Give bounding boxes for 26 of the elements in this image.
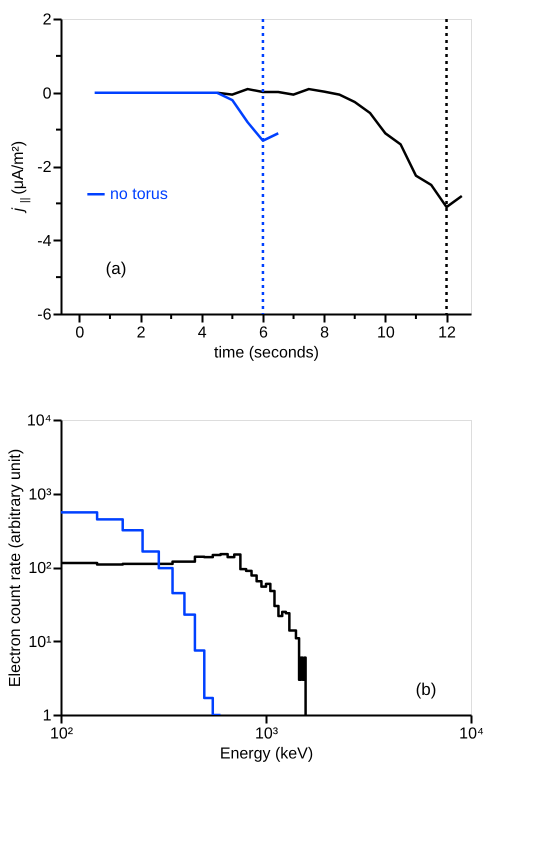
x-axis-title: Energy (keV): [220, 746, 314, 762]
x-tick-label: 10: [376, 324, 395, 342]
x-tick-label: 0: [75, 324, 84, 342]
annotation: (b): [416, 680, 436, 699]
x-tick-label: 12: [438, 324, 456, 342]
x-tick-label: 10⁴: [459, 726, 484, 742]
y-tick-label: 10³: [28, 486, 52, 504]
y-tick-label: -4: [37, 232, 52, 250]
y-tick-label: 2: [42, 12, 52, 28]
x-tick-label: 4: [198, 324, 207, 342]
x-tick-label: 8: [320, 324, 330, 342]
x-tick-label: 2: [136, 324, 146, 342]
y-tick-label: 0: [42, 85, 52, 102]
y-tick-label: -6: [37, 306, 52, 324]
legend-label: no torus: [110, 186, 168, 204]
x-axis-title: time (seconds): [214, 344, 319, 362]
y-axis-title: j|| (μA/m²): [10, 140, 31, 214]
y-tick-label: -2: [37, 159, 52, 176]
y-tick-label: 10²: [28, 560, 52, 577]
annotation: (a): [106, 259, 126, 278]
x-tick-label: 6: [258, 324, 268, 342]
y-axis-title: Electron count rate (arbitrary unit): [6, 448, 24, 688]
y-tick-label: 1: [42, 708, 52, 724]
y-tick-label: 10¹: [28, 634, 52, 651]
x-tick-label: 10³: [254, 726, 279, 742]
y-tick-label: 10⁴: [26, 412, 52, 430]
